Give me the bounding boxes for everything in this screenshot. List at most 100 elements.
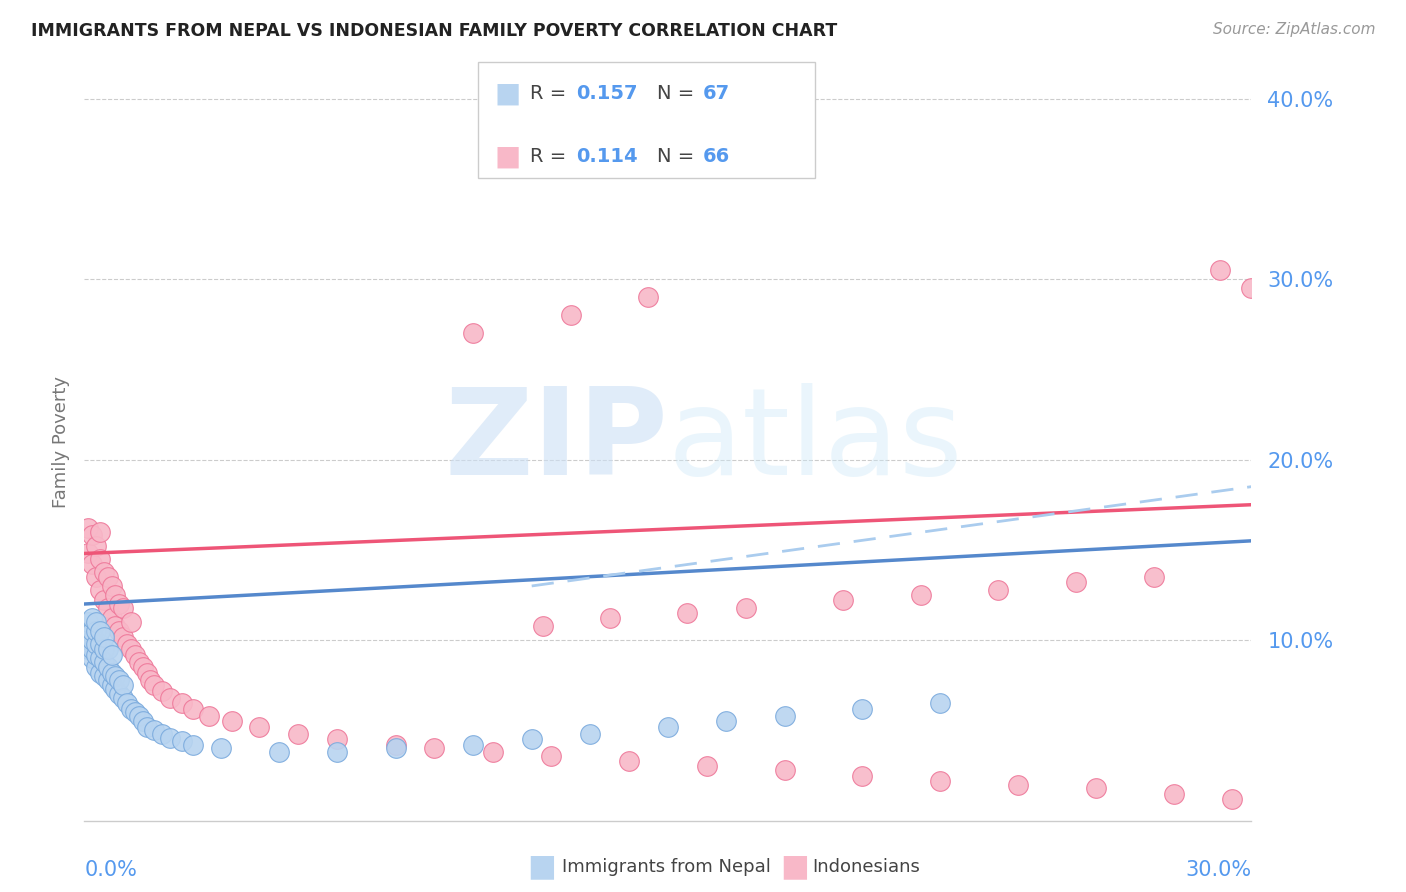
Point bbox=[209, 741, 232, 756]
Point bbox=[520, 732, 543, 747]
Point bbox=[676, 606, 699, 620]
Point bbox=[326, 745, 349, 759]
Point bbox=[82, 611, 104, 625]
Point bbox=[100, 678, 122, 692]
Point bbox=[540, 748, 562, 763]
Point bbox=[132, 660, 155, 674]
Point bbox=[326, 732, 349, 747]
Point bbox=[1066, 575, 1088, 590]
Point bbox=[1007, 778, 1029, 792]
Point bbox=[120, 702, 142, 716]
Point bbox=[97, 642, 120, 657]
Point bbox=[77, 615, 100, 629]
Point bbox=[100, 648, 122, 662]
Point bbox=[97, 570, 120, 584]
Point bbox=[987, 582, 1010, 597]
Point bbox=[159, 731, 181, 745]
Text: N =: N = bbox=[657, 84, 700, 103]
Point bbox=[93, 565, 115, 579]
Point bbox=[93, 642, 115, 657]
Point bbox=[120, 642, 142, 657]
Point bbox=[108, 624, 131, 639]
Point bbox=[84, 539, 107, 553]
Point bbox=[93, 593, 115, 607]
Point bbox=[150, 683, 173, 698]
Point bbox=[97, 660, 120, 674]
Point bbox=[159, 690, 181, 705]
Text: R =: R = bbox=[530, 84, 572, 103]
Text: 67: 67 bbox=[703, 84, 730, 103]
Point bbox=[267, 745, 290, 759]
Point bbox=[384, 738, 406, 752]
Point bbox=[929, 696, 952, 710]
Point bbox=[93, 630, 115, 644]
Text: ■: ■ bbox=[527, 853, 557, 881]
Text: IMMIGRANTS FROM NEPAL VS INDONESIAN FAMILY POVERTY CORRELATION CHART: IMMIGRANTS FROM NEPAL VS INDONESIAN FAMI… bbox=[31, 22, 837, 40]
Point bbox=[77, 624, 100, 639]
Point bbox=[84, 570, 107, 584]
Text: 0.157: 0.157 bbox=[576, 84, 638, 103]
Point bbox=[560, 308, 582, 322]
Point bbox=[287, 727, 309, 741]
Point bbox=[170, 734, 193, 748]
Text: R =: R = bbox=[530, 146, 572, 166]
Point bbox=[1209, 263, 1232, 277]
Point bbox=[115, 696, 138, 710]
Point bbox=[112, 678, 135, 692]
Point bbox=[1163, 787, 1185, 801]
Point bbox=[423, 741, 446, 756]
Point bbox=[910, 588, 932, 602]
Point bbox=[93, 655, 115, 669]
Point bbox=[1143, 570, 1166, 584]
Point bbox=[104, 681, 127, 696]
Point bbox=[617, 754, 640, 768]
Point bbox=[150, 727, 173, 741]
Point bbox=[128, 655, 150, 669]
Point bbox=[112, 630, 135, 644]
Y-axis label: Family Poverty: Family Poverty bbox=[52, 376, 70, 508]
Text: 0.0%: 0.0% bbox=[84, 861, 138, 880]
Point bbox=[139, 673, 162, 687]
Point bbox=[104, 588, 127, 602]
Point bbox=[82, 651, 104, 665]
Point bbox=[93, 669, 115, 683]
Text: Immigrants from Nepal: Immigrants from Nepal bbox=[562, 858, 772, 876]
Point bbox=[97, 673, 120, 687]
Point bbox=[734, 600, 756, 615]
Point bbox=[637, 290, 659, 304]
Point bbox=[82, 558, 104, 572]
Point bbox=[463, 326, 485, 341]
Point bbox=[89, 651, 111, 665]
Point bbox=[599, 611, 621, 625]
Point bbox=[100, 665, 122, 680]
Point bbox=[108, 597, 131, 611]
Point bbox=[77, 633, 100, 648]
Point bbox=[84, 615, 107, 629]
Point bbox=[143, 678, 166, 692]
Point bbox=[84, 660, 107, 674]
Point bbox=[128, 709, 150, 723]
Point bbox=[181, 738, 204, 752]
Point bbox=[579, 727, 602, 741]
Point bbox=[773, 763, 796, 777]
Point bbox=[112, 690, 135, 705]
Point bbox=[1220, 792, 1243, 806]
Point bbox=[832, 593, 855, 607]
Point bbox=[77, 546, 100, 560]
Text: ■: ■ bbox=[495, 79, 522, 108]
Point bbox=[89, 637, 111, 651]
Point bbox=[929, 773, 952, 788]
Point bbox=[100, 579, 122, 593]
Point bbox=[82, 642, 104, 657]
Point bbox=[112, 600, 135, 615]
Point bbox=[716, 714, 738, 729]
Point bbox=[463, 738, 485, 752]
Point bbox=[143, 723, 166, 738]
Point bbox=[120, 615, 142, 629]
Point bbox=[89, 524, 111, 539]
Text: atlas: atlas bbox=[668, 383, 963, 500]
Point bbox=[851, 768, 873, 782]
Point bbox=[108, 673, 131, 687]
Point bbox=[170, 696, 193, 710]
Point bbox=[100, 611, 122, 625]
